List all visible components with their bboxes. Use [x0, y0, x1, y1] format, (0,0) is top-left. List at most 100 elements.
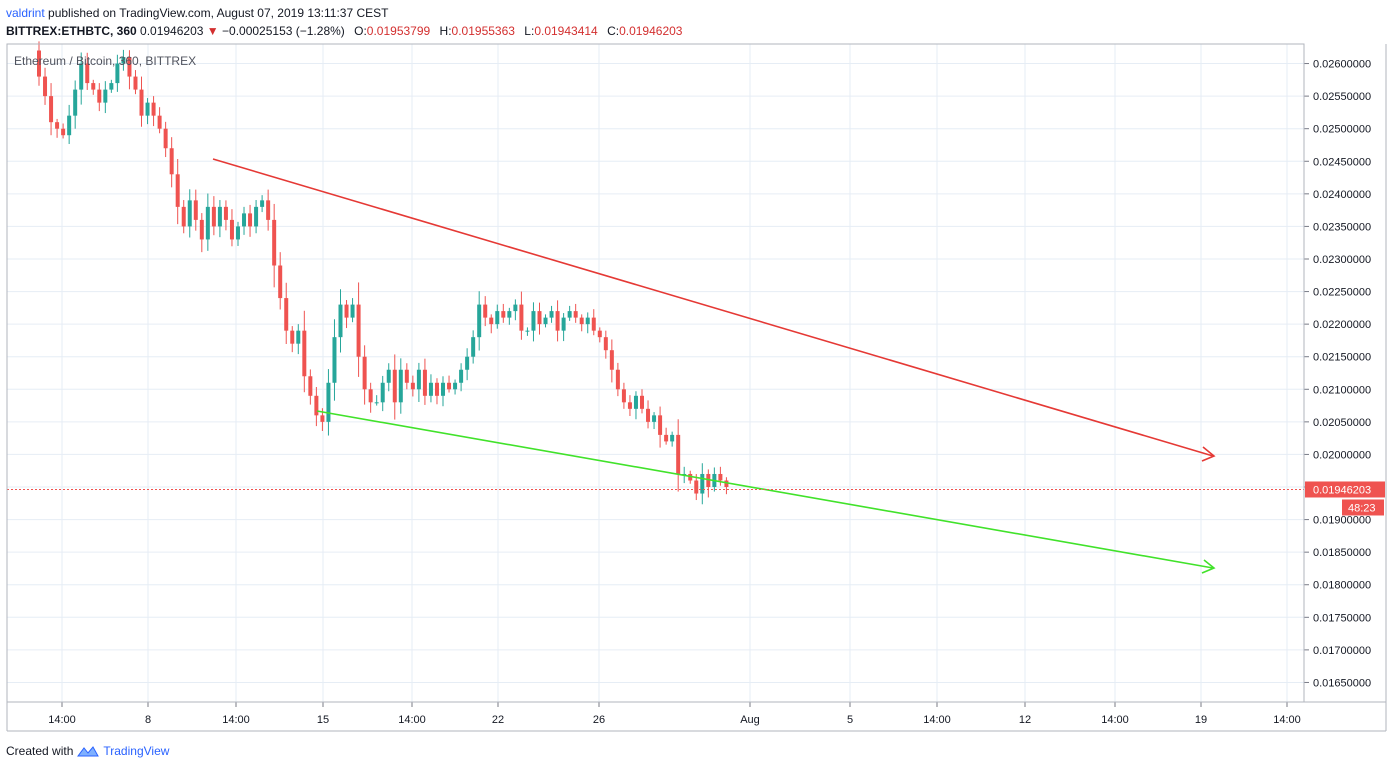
candle	[127, 50, 132, 90]
candle-body	[103, 89, 108, 103]
candle-body	[278, 265, 283, 299]
candle	[465, 348, 470, 381]
candle	[501, 303, 506, 323]
candle	[139, 76, 144, 127]
candle	[242, 206, 247, 235]
y-tick-label: 0.01800000	[1313, 580, 1371, 592]
candle	[459, 363, 464, 392]
candle-body	[254, 206, 259, 227]
candle	[555, 300, 560, 342]
close-label: C:	[607, 24, 620, 38]
candle-body	[386, 369, 391, 383]
x-tick-label: 14:00	[48, 714, 76, 726]
candle	[211, 196, 216, 236]
candle	[537, 302, 542, 335]
x-tick-label: 14:00	[1101, 714, 1129, 726]
resistance-trendline[interactable]	[212, 158, 1214, 457]
support-arrowhead	[1201, 559, 1216, 574]
candle-body	[145, 102, 150, 116]
y-tick-label: 0.01750000	[1313, 612, 1371, 624]
candle-body	[169, 148, 174, 175]
candle-body	[314, 395, 319, 416]
candle	[712, 467, 717, 492]
candle-body	[79, 63, 84, 90]
candle	[85, 52, 90, 90]
candle	[513, 299, 518, 321]
candle-body	[326, 382, 331, 422]
candle-body	[658, 415, 663, 435]
plot-frame	[6, 43, 1305, 703]
candle-body	[700, 473, 705, 494]
candle-body	[724, 480, 729, 488]
candle-body	[597, 330, 602, 338]
publish-line: valdrint published on TradingView.com, A…	[6, 4, 1386, 22]
x-tick-label: 19	[1195, 714, 1207, 726]
x-tick-label: Aug	[740, 714, 760, 726]
current-price-tag: 0.01946203	[1305, 481, 1385, 498]
y-tick-label: 0.02400000	[1313, 189, 1371, 201]
candle	[652, 412, 657, 430]
candle	[495, 304, 500, 329]
candle	[410, 375, 415, 397]
publish-info: published on TradingView.com, August 07,…	[48, 6, 389, 20]
candle	[157, 107, 162, 134]
candle	[447, 375, 452, 393]
candle-body	[573, 311, 578, 318]
high-value: 0.01955363	[451, 24, 515, 38]
y-tick-label: 0.02550000	[1313, 91, 1371, 103]
x-tick-label: 5	[847, 714, 853, 726]
candle	[724, 477, 729, 495]
candle-body	[127, 57, 132, 77]
symbol-label[interactable]: BITTREX:ETHBTC, 360	[6, 24, 137, 38]
candle	[97, 83, 102, 112]
candle	[676, 419, 681, 492]
price-tag-value: 0.01946203	[1313, 484, 1371, 496]
candle	[133, 70, 138, 95]
x-tick-label: 26	[593, 714, 605, 726]
candle-body	[67, 115, 72, 136]
price-chart[interactable]: Ethereum / Bitcoin, 360, BITTREX 0.02600…	[0, 0, 1391, 740]
close-value: 0.01946203	[619, 24, 683, 38]
candle-body	[706, 473, 711, 488]
candle	[603, 330, 608, 359]
candle	[91, 79, 96, 95]
candle	[254, 200, 259, 234]
last-price: 0.01946203	[140, 24, 204, 38]
candle-body	[368, 389, 373, 403]
candle-body	[422, 369, 427, 396]
candle	[531, 302, 536, 342]
candle	[597, 327, 602, 343]
candle-body	[579, 317, 584, 325]
candle	[706, 469, 711, 498]
author-link[interactable]: valdrint	[6, 6, 45, 20]
candle-body	[235, 226, 240, 240]
candle-body	[567, 311, 572, 318]
candle	[235, 221, 240, 246]
candle	[549, 305, 554, 323]
candle-body	[640, 395, 644, 409]
x-tick-label: 12	[1019, 714, 1031, 726]
candle	[175, 158, 180, 225]
candle	[416, 362, 421, 402]
candle	[368, 382, 373, 413]
candle-body	[477, 304, 482, 338]
candle	[404, 363, 409, 390]
y-axis-labels: 0.02600000 0.02550000 0.02500000 0.02450000…	[1313, 59, 1371, 690]
candle	[718, 466, 723, 486]
candle-body	[585, 317, 590, 325]
candle	[591, 309, 596, 336]
candle	[356, 282, 361, 377]
candle-body	[356, 304, 361, 357]
candle-body	[627, 402, 632, 409]
candle	[278, 252, 283, 310]
candle-body	[302, 330, 307, 377]
candle	[428, 374, 433, 403]
tradingview-brand-link[interactable]: TradingView	[103, 744, 170, 758]
ohlc-line: BITTREX:ETHBTC, 360 0.01946203 ▼ −0.0002…	[6, 22, 1386, 40]
x-tick-label: 14:00	[398, 714, 426, 726]
candle	[260, 195, 265, 213]
candle	[471, 330, 476, 364]
candle	[350, 298, 355, 323]
candle-body	[121, 57, 126, 64]
chart-grid	[7, 44, 1304, 702]
